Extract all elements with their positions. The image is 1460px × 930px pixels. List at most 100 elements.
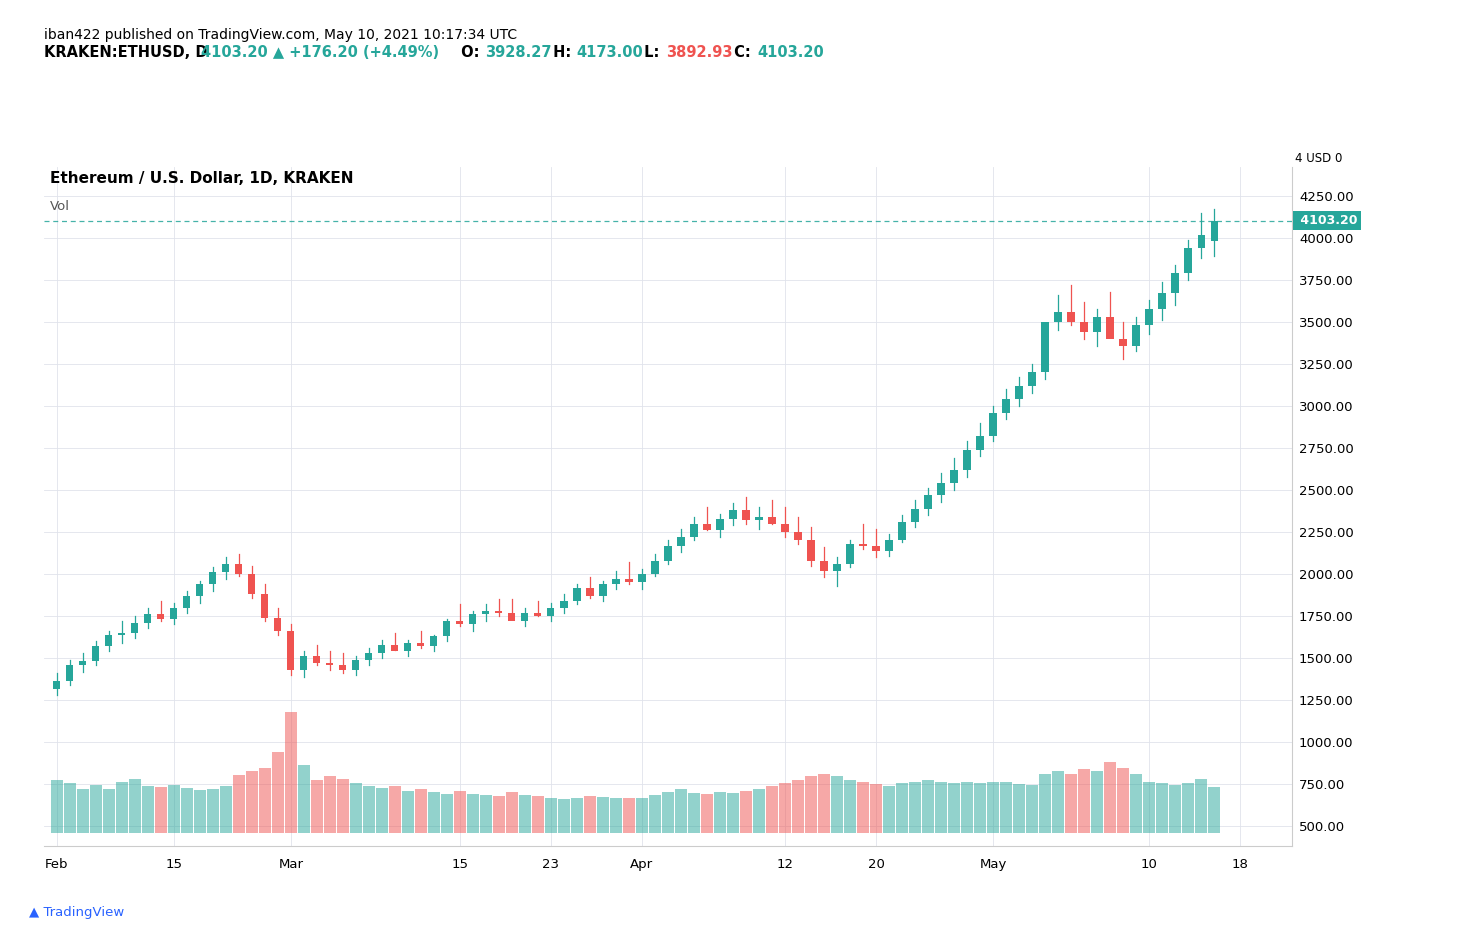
Text: iban422 published on TradingView.com, May 10, 2021 10:17:34 UTC: iban422 published on TradingView.com, Ma… — [44, 28, 517, 42]
Bar — [844, 780, 856, 833]
Bar — [1094, 317, 1101, 332]
Bar — [1183, 783, 1194, 833]
Bar — [520, 795, 531, 833]
Text: 3892.93: 3892.93 — [666, 46, 733, 60]
Text: 4 USD 0: 4 USD 0 — [1295, 153, 1342, 166]
Text: O:: O: — [456, 46, 479, 60]
Bar — [66, 665, 73, 681]
Bar — [936, 782, 948, 833]
Bar — [115, 782, 127, 833]
Bar — [910, 782, 921, 833]
Bar — [507, 791, 518, 833]
Bar — [184, 596, 190, 607]
Bar — [612, 579, 619, 584]
Bar — [923, 780, 934, 833]
Text: C:: C: — [729, 46, 750, 60]
Bar — [431, 636, 438, 646]
Bar — [597, 797, 609, 833]
Bar — [1130, 774, 1142, 833]
Bar — [688, 793, 699, 833]
Bar — [990, 413, 997, 436]
Bar — [727, 793, 739, 833]
Bar — [1196, 778, 1207, 833]
Bar — [314, 657, 320, 663]
Bar — [1197, 234, 1204, 248]
Bar — [339, 665, 346, 670]
Bar — [1028, 372, 1035, 386]
Bar — [234, 776, 245, 833]
Bar — [768, 517, 775, 524]
Bar — [753, 789, 765, 833]
Bar — [1120, 339, 1127, 346]
Bar — [650, 795, 661, 833]
Bar — [1053, 771, 1064, 833]
Bar — [142, 786, 153, 833]
Bar — [418, 643, 425, 646]
Bar — [248, 574, 255, 594]
Bar — [742, 511, 749, 520]
Bar — [898, 522, 905, 540]
Bar — [53, 681, 60, 689]
Bar — [118, 633, 126, 634]
Bar — [235, 564, 242, 574]
Bar — [974, 783, 986, 833]
Bar — [807, 540, 815, 561]
Bar — [274, 618, 282, 631]
Bar — [781, 524, 788, 532]
Text: 4173.00: 4173.00 — [577, 46, 644, 60]
Bar — [1080, 322, 1088, 332]
Bar — [326, 663, 333, 665]
Bar — [571, 798, 583, 833]
Bar — [1133, 326, 1140, 346]
Bar — [870, 784, 882, 833]
Bar — [834, 564, 841, 571]
Bar — [610, 798, 622, 833]
Bar — [548, 607, 555, 616]
Bar — [873, 546, 879, 551]
Bar — [701, 794, 712, 833]
Bar — [352, 659, 359, 670]
Bar — [377, 788, 388, 833]
Bar — [766, 786, 778, 833]
Bar — [181, 788, 193, 833]
Bar — [885, 540, 892, 551]
Bar — [1066, 774, 1077, 833]
Text: Ethereum / U.S. Dollar, 1D, KRAKEN: Ethereum / U.S. Dollar, 1D, KRAKEN — [50, 171, 353, 186]
Bar — [493, 796, 505, 833]
Bar — [675, 790, 686, 833]
Bar — [105, 634, 112, 646]
Bar — [883, 786, 895, 833]
Bar — [1171, 273, 1178, 294]
Bar — [1146, 309, 1152, 325]
Bar — [794, 532, 802, 540]
Bar — [623, 798, 635, 833]
Bar — [288, 631, 295, 670]
Bar — [804, 776, 816, 833]
Bar — [1040, 774, 1051, 833]
Bar — [469, 615, 476, 624]
Bar — [415, 790, 426, 833]
Bar — [350, 783, 362, 833]
Text: 4103.20 ▲ +176.20 (+4.49%): 4103.20 ▲ +176.20 (+4.49%) — [201, 46, 439, 60]
Bar — [780, 783, 791, 833]
Bar — [128, 778, 140, 833]
Bar — [1013, 784, 1025, 833]
Bar — [831, 777, 842, 833]
Bar — [298, 765, 310, 833]
Bar — [1117, 768, 1129, 833]
Bar — [896, 783, 908, 833]
Bar — [1156, 783, 1168, 833]
Bar — [428, 792, 439, 833]
Bar — [220, 787, 232, 833]
Bar — [495, 611, 502, 613]
Bar — [508, 613, 515, 621]
Bar — [574, 588, 581, 601]
Bar — [79, 661, 86, 665]
Bar — [625, 579, 632, 582]
Bar — [378, 644, 385, 653]
Bar — [155, 787, 166, 833]
Bar — [145, 615, 152, 623]
Bar — [1054, 312, 1061, 322]
Bar — [704, 524, 711, 530]
Bar — [194, 790, 206, 833]
